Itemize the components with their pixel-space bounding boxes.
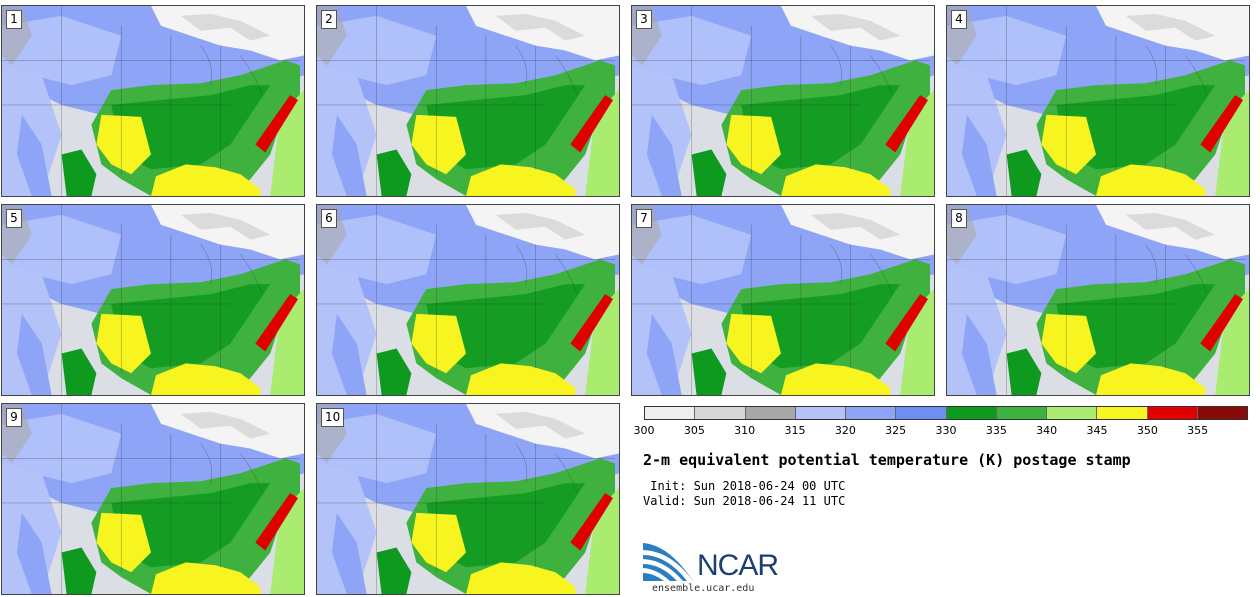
map-panel-6[interactable]: 6 xyxy=(316,204,620,396)
colorbar-segment xyxy=(1047,407,1098,419)
colorbar-tick-label: 305 xyxy=(683,424,705,437)
colorbar-tick-label: 310 xyxy=(734,424,756,437)
site-url: ensemble.ucar.edu xyxy=(652,583,755,594)
map-image xyxy=(317,6,619,196)
colorbar-tick-label: 325 xyxy=(885,424,907,437)
map-panel-2[interactable]: 2 xyxy=(316,5,620,197)
colorbar-segment xyxy=(745,407,796,419)
map-panel-7[interactable]: 7 xyxy=(631,204,935,396)
ncar-logo-icon xyxy=(643,543,693,581)
panel-number: 6 xyxy=(321,209,337,228)
map-image xyxy=(2,205,304,395)
colorbar-segment xyxy=(1147,407,1198,419)
map-image xyxy=(2,404,304,594)
colorbar-segment xyxy=(1097,407,1148,419)
ncar-logo-text: NCAR xyxy=(697,549,779,582)
colorbar-tick-label: 315 xyxy=(784,424,806,437)
colorbar xyxy=(644,406,1248,420)
colorbar-segment xyxy=(946,407,997,419)
colorbar-tick-label: 320 xyxy=(834,424,856,437)
colorbar-segment xyxy=(846,407,897,419)
map-image xyxy=(947,205,1249,395)
panel-number: 3 xyxy=(636,10,652,29)
panel-number: 8 xyxy=(951,209,967,228)
colorbar-tick-label: 350 xyxy=(1136,424,1158,437)
map-image xyxy=(317,205,619,395)
figure-title: 2-m equivalent potential temperature (K)… xyxy=(643,451,1131,469)
panel-number: 7 xyxy=(636,209,652,228)
init-time: Init: Sun 2018-06-24 00 UTC xyxy=(643,479,846,493)
colorbar-tick-label: 330 xyxy=(935,424,957,437)
map-panel-8[interactable]: 8 xyxy=(946,204,1250,396)
colorbar-segment xyxy=(1197,407,1247,419)
colorbar-tick-label: 355 xyxy=(1187,424,1209,437)
panel-number: 2 xyxy=(321,10,337,29)
map-image xyxy=(2,6,304,196)
panel-number: 4 xyxy=(951,10,967,29)
panel-number: 9 xyxy=(6,408,22,427)
panel-number: 1 xyxy=(6,10,22,29)
map-image xyxy=(632,6,934,196)
map-image xyxy=(632,205,934,395)
map-panel-1[interactable]: 1 xyxy=(1,5,305,197)
map-panel-3[interactable]: 3 xyxy=(631,5,935,197)
map-image xyxy=(947,6,1249,196)
colorbar-segment xyxy=(896,407,947,419)
colorbar-segment xyxy=(645,407,696,419)
colorbar-tick-label: 300 xyxy=(633,424,655,437)
panel-number: 10 xyxy=(321,408,345,427)
map-panel-9[interactable]: 9 xyxy=(1,403,305,595)
colorbar-segment xyxy=(795,407,846,419)
map-panel-4[interactable]: 4 xyxy=(946,5,1250,197)
colorbar-segment xyxy=(695,407,746,419)
panel-number: 5 xyxy=(6,209,22,228)
colorbar-tick-label: 345 xyxy=(1086,424,1108,437)
colorbar-segment xyxy=(996,407,1047,419)
valid-time: Valid: Sun 2018-06-24 11 UTC xyxy=(643,494,846,508)
colorbar-tick-label: 340 xyxy=(1036,424,1058,437)
colorbar-tick-label: 335 xyxy=(985,424,1007,437)
map-image xyxy=(317,404,619,594)
map-panel-10[interactable]: 10 xyxy=(316,403,620,595)
map-panel-5[interactable]: 5 xyxy=(1,204,305,396)
